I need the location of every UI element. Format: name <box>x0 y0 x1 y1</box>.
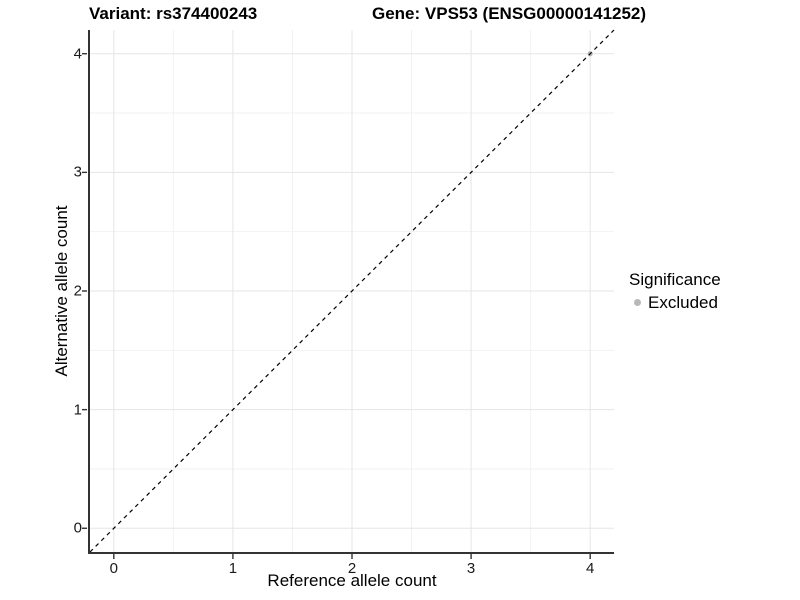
x-tick-label: 3 <box>466 560 476 577</box>
x-axis-title: Reference allele count <box>267 571 437 590</box>
x-tick-label: 4 <box>586 560 595 577</box>
x-tick-label: 2 <box>347 560 357 577</box>
variant-title: Variant: rs374400243 <box>89 4 258 23</box>
y-axis-title: Alternative allele count <box>52 205 71 377</box>
legend-title: Significance <box>629 270 721 289</box>
x-tick-label: 1 <box>228 560 238 577</box>
legend-point-icon <box>634 299 641 306</box>
legend-items: Excluded <box>629 293 721 312</box>
y-tick-label: 0 <box>73 519 82 537</box>
y-tick-label: 1 <box>73 401 82 419</box>
y-tick-label: 3 <box>73 163 82 181</box>
y-tick-label: 4 <box>73 45 82 63</box>
y-tick-label: 2 <box>73 282 82 300</box>
legend: Significance Excluded <box>629 270 721 312</box>
legend-item-label: Excluded <box>648 292 718 312</box>
x-tick-label: 0 <box>109 560 118 577</box>
legend-item-excluded: Excluded <box>629 293 721 312</box>
gene-title: Gene: VPS53 (ENSG00000141252) <box>372 4 647 23</box>
identity-reference-line <box>89 29 615 553</box>
